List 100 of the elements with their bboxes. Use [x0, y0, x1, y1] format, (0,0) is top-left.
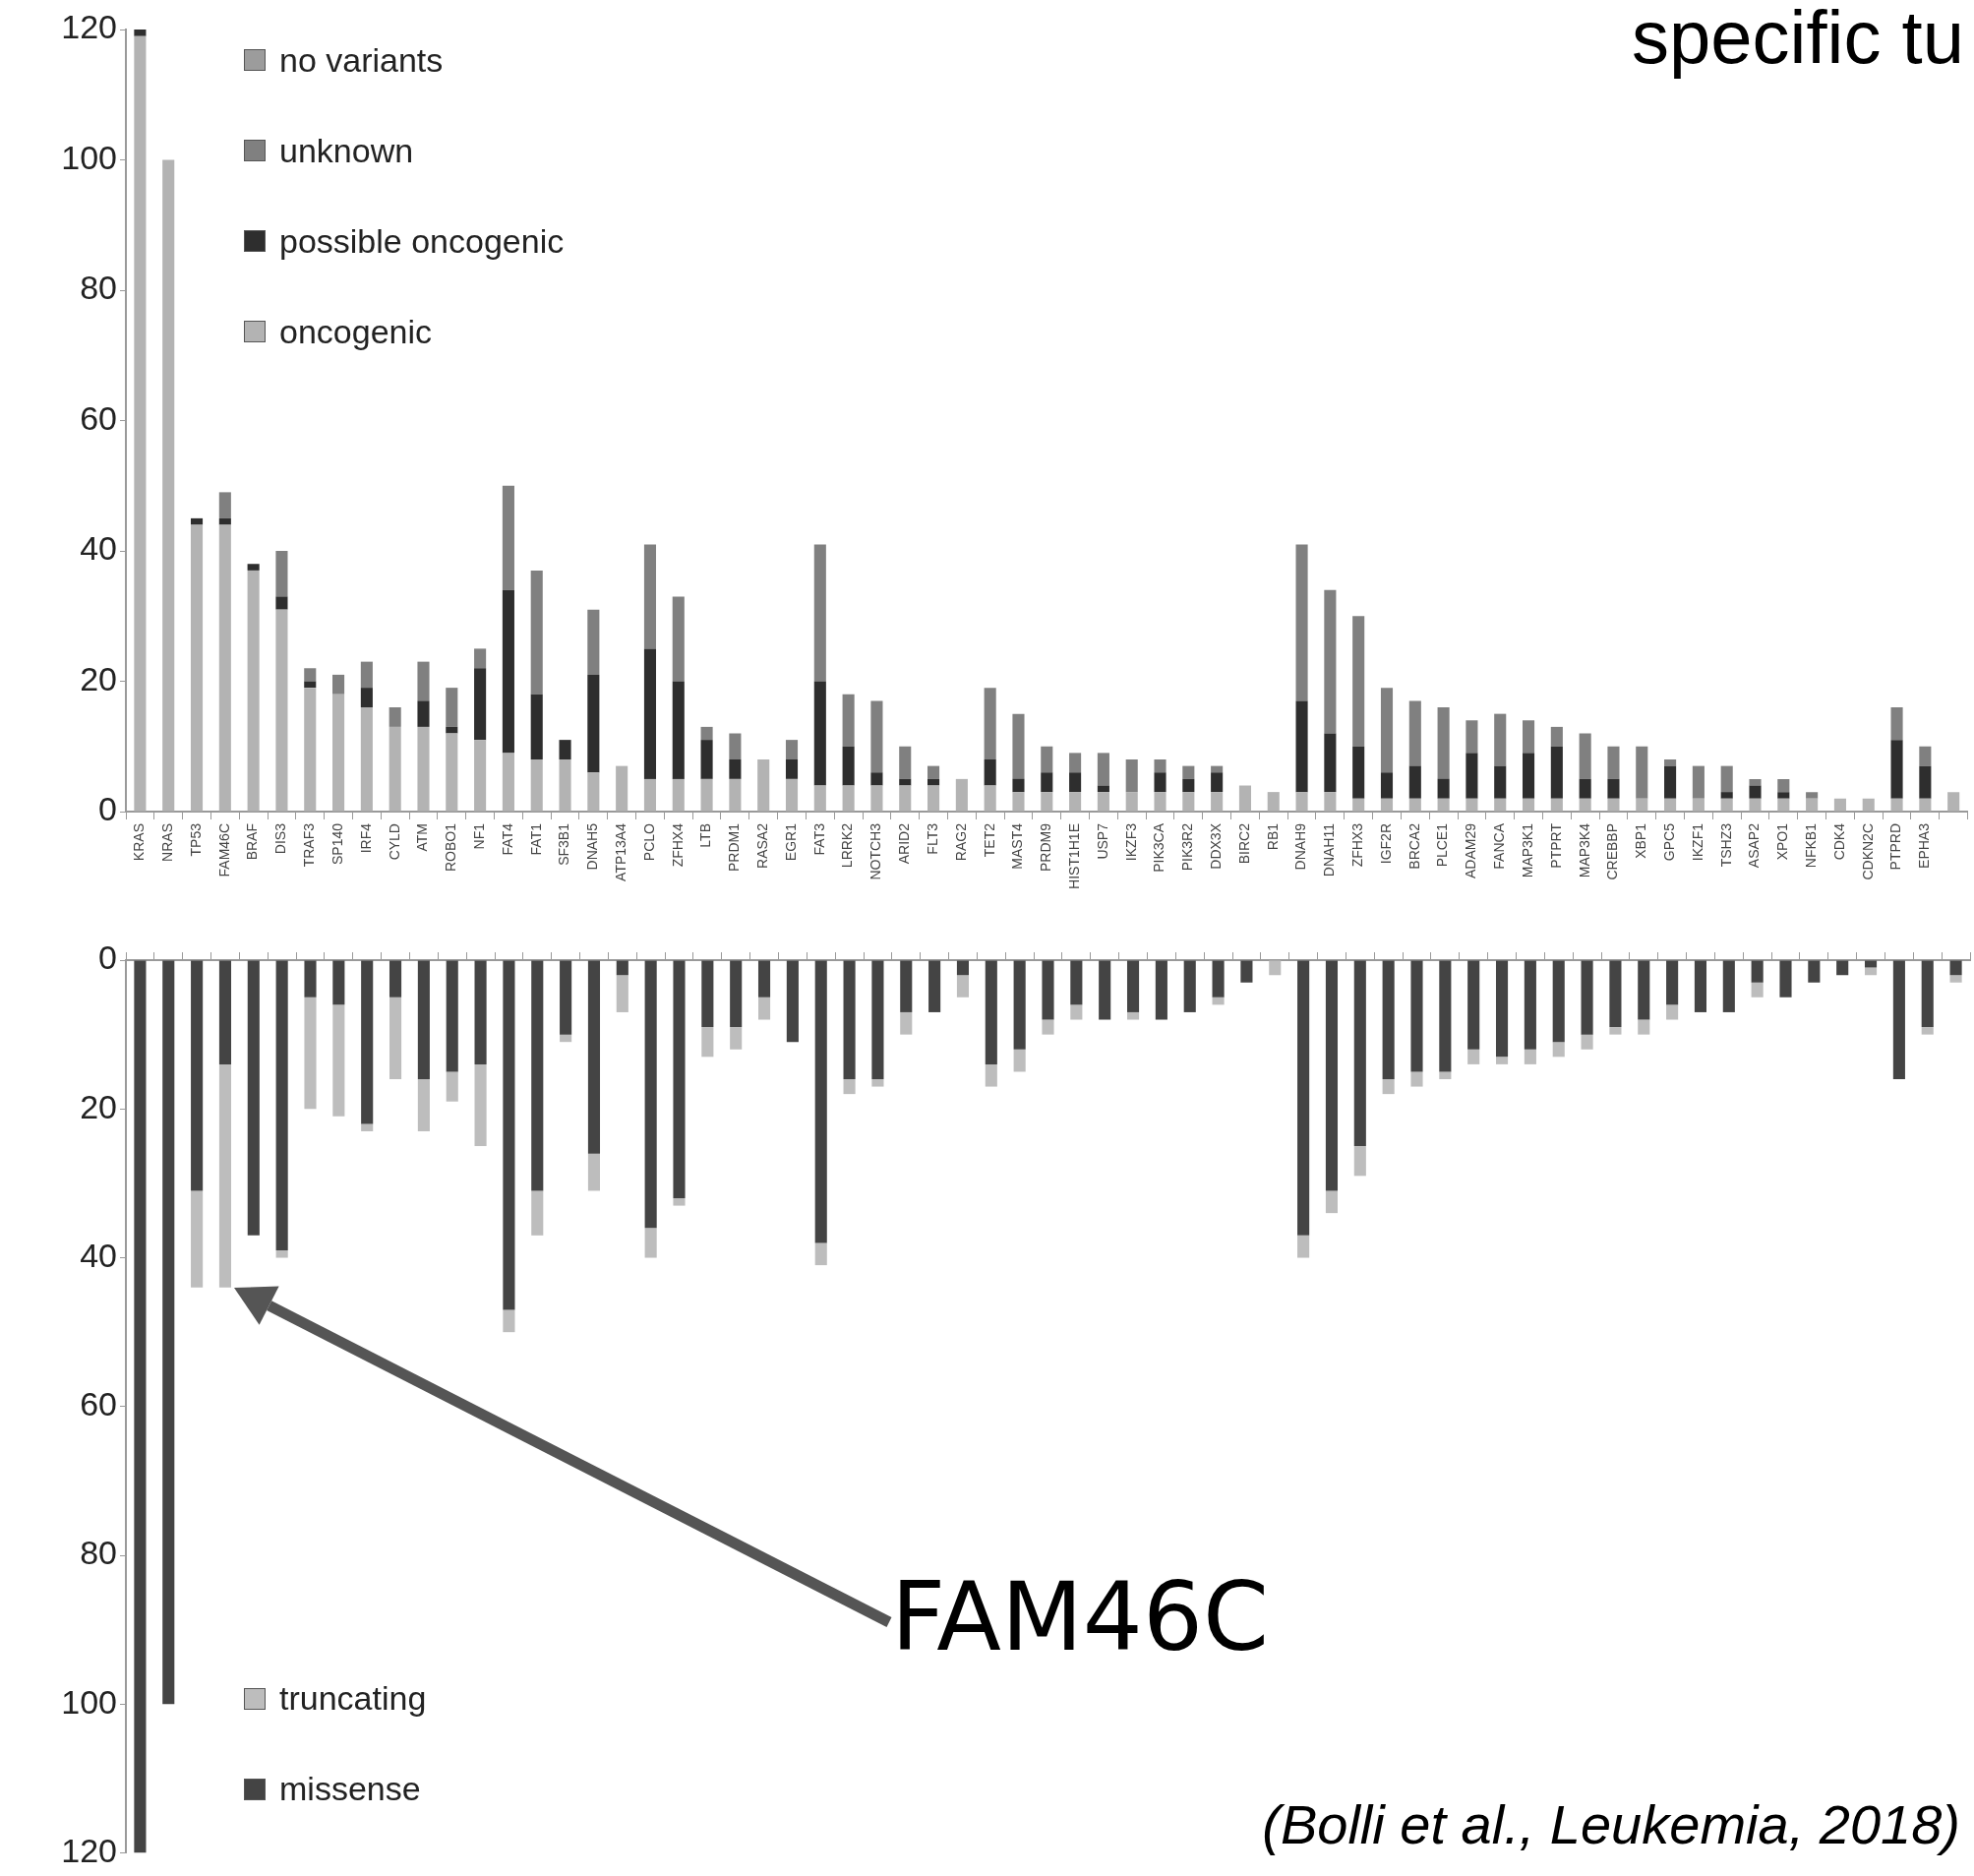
- bar: [1097, 792, 1109, 812]
- bar: [842, 694, 855, 747]
- bar: [700, 740, 713, 779]
- bar: [1808, 960, 1821, 983]
- y-tick-label: 0: [98, 790, 117, 828]
- bar: [1522, 798, 1535, 812]
- bar: [134, 35, 147, 812]
- bar: [1494, 798, 1507, 812]
- bar: [1666, 1004, 1679, 1020]
- bar: [559, 759, 571, 812]
- x-tick-label: BRCA2: [1406, 822, 1422, 870]
- x-tick-label: GPC5: [1660, 822, 1677, 862]
- bar: [616, 960, 628, 976]
- bar: [332, 694, 345, 812]
- bar: [1720, 798, 1733, 812]
- bar: [1579, 733, 1591, 779]
- x-tick-label: ZFHX4: [669, 822, 686, 868]
- x-tick-label: FANCA: [1491, 822, 1508, 870]
- bar: [1437, 778, 1450, 799]
- bar: [1607, 778, 1620, 799]
- bar: [417, 661, 430, 701]
- bar: [560, 1034, 572, 1043]
- bar: [1325, 1190, 1339, 1214]
- x-tick-label: RAG2: [952, 822, 969, 862]
- bar: [446, 960, 458, 1072]
- bar: [985, 960, 997, 1064]
- bar: [218, 492, 231, 518]
- bar: [587, 772, 600, 812]
- x-tick-label: LRRK2: [839, 822, 856, 869]
- bar: [1042, 960, 1054, 1020]
- bar: [616, 975, 628, 1012]
- bar: [587, 960, 601, 1154]
- bar: [1892, 960, 1905, 1080]
- x-tick-label: CYLD: [386, 823, 402, 861]
- bar: [956, 960, 970, 976]
- bar: [247, 564, 260, 571]
- bar: [700, 726, 713, 741]
- x-tick-label: MAST4: [1009, 822, 1026, 870]
- bar: [1609, 1027, 1622, 1035]
- bar: [871, 1079, 884, 1087]
- chart-title: specific tu: [1632, 0, 1964, 80]
- bar: [644, 1228, 657, 1258]
- bar: [1552, 1042, 1565, 1058]
- bar: [757, 960, 771, 998]
- x-tick-label: IRF4: [357, 822, 374, 854]
- bar: [530, 570, 543, 695]
- x-tick-label: PLCE1: [1434, 822, 1451, 868]
- bar: [1380, 798, 1394, 812]
- bar: [1352, 616, 1365, 747]
- bar: [1806, 792, 1819, 799]
- bar: [843, 1079, 856, 1095]
- bar: [730, 960, 743, 1028]
- bar: [162, 960, 175, 1705]
- x-tick-label: NFKB1: [1802, 822, 1819, 869]
- x-tick-label: PIK3R2: [1179, 822, 1196, 872]
- bar: [474, 1063, 487, 1147]
- bar: [1581, 960, 1593, 1035]
- bar: [1751, 982, 1764, 998]
- bar: [1636, 746, 1648, 799]
- y-tick-label: 120: [61, 8, 117, 46]
- bar: [332, 1004, 345, 1117]
- bar: [417, 960, 430, 1080]
- bar: [1211, 772, 1224, 793]
- bar: [843, 960, 856, 1080]
- bar: [1694, 960, 1707, 1012]
- x-tick-label: SF3B1: [556, 822, 572, 866]
- bar: [729, 733, 742, 759]
- bar: [842, 746, 855, 786]
- bar: [304, 997, 317, 1110]
- bar: [1607, 798, 1620, 812]
- bar: [814, 960, 827, 1243]
- bar: [190, 524, 204, 812]
- bar: [134, 30, 147, 36]
- bar: [304, 681, 317, 689]
- x-tick-label: KRAS: [131, 823, 148, 862]
- y-tick-label: 100: [61, 138, 117, 176]
- bar: [1297, 960, 1310, 1236]
- bar: [218, 524, 231, 812]
- bar: [1410, 1071, 1423, 1087]
- bar: [446, 1071, 458, 1102]
- bar: [1097, 753, 1109, 786]
- bar: [870, 785, 883, 812]
- bar: [928, 960, 941, 1012]
- bar: [389, 960, 402, 998]
- bar: [1664, 759, 1677, 766]
- bar: [332, 674, 345, 695]
- annotation: FAM46C: [890, 1561, 1270, 1672]
- bar: [672, 681, 685, 779]
- y-tick-label: 20: [80, 659, 117, 697]
- bar: [1864, 967, 1878, 976]
- legend-label: possible oncogenic: [279, 221, 565, 261]
- bar: [191, 960, 204, 1191]
- bar: [616, 765, 628, 812]
- bar: [1069, 772, 1082, 793]
- bar: [191, 1190, 204, 1288]
- y-tick-label: 20: [80, 1087, 117, 1125]
- bar: [502, 753, 514, 812]
- y-tick-label: 80: [80, 269, 117, 307]
- bar: [1069, 792, 1082, 812]
- bar: [1012, 778, 1025, 793]
